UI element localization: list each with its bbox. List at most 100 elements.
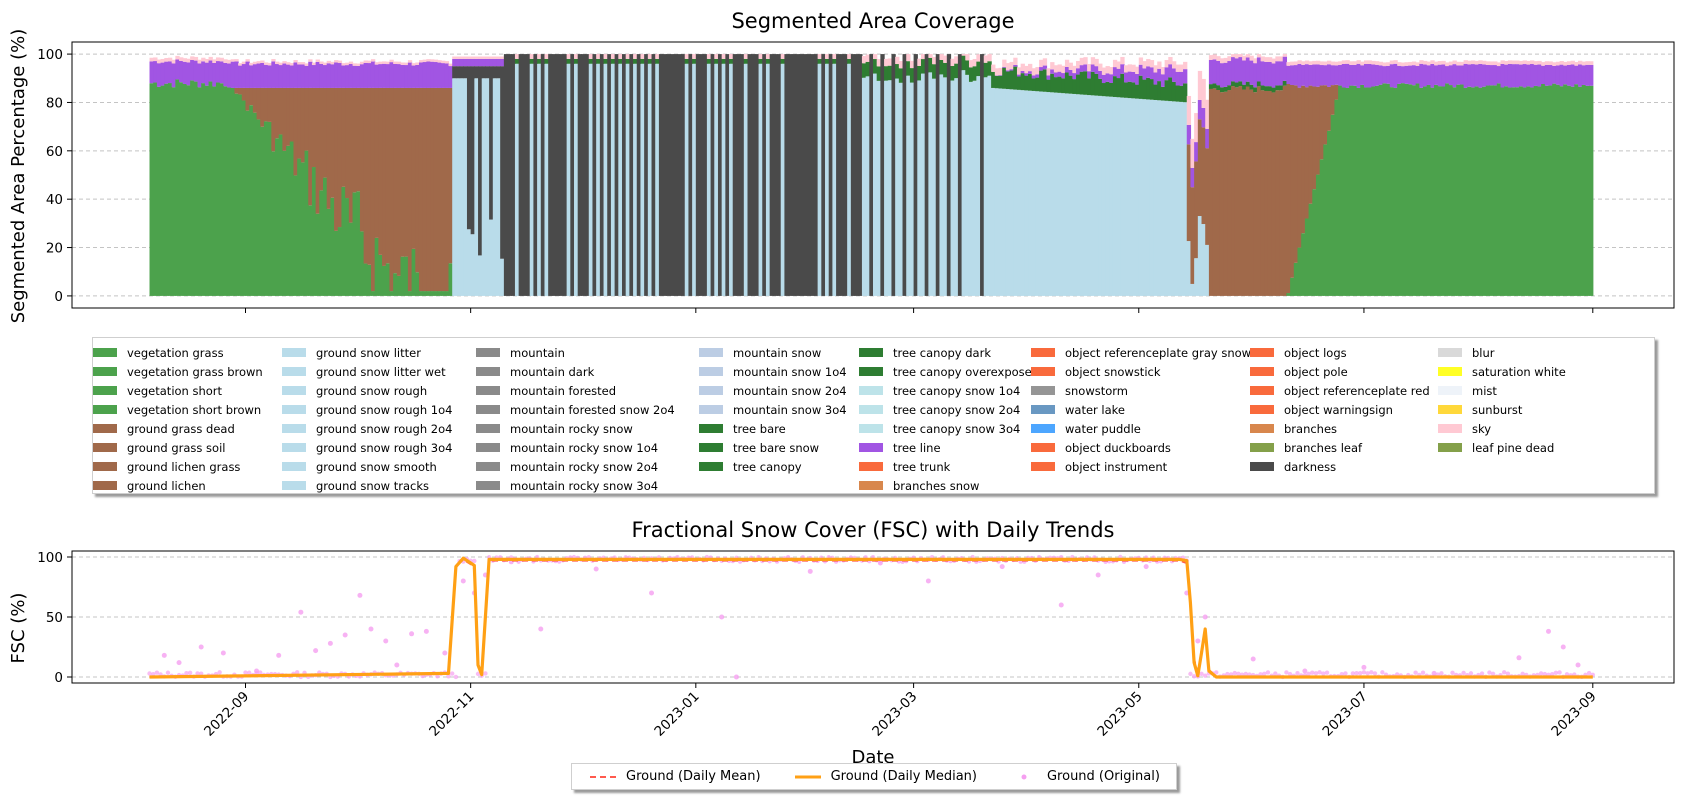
chart1-area-segment <box>1149 67 1155 80</box>
chart2-legend-symbol <box>1021 774 1027 779</box>
chart1-area-segment <box>636 54 642 296</box>
chart1-area-segment <box>588 54 594 59</box>
fsc-original-point <box>176 660 182 666</box>
chart1-area-segment <box>1064 93 1070 296</box>
chart1-area-segment <box>348 61 354 65</box>
chart1-area-segment <box>393 61 398 64</box>
chart1-area-segment <box>1552 65 1557 84</box>
chart1-area-segment <box>219 83 224 296</box>
chart1-area-segment <box>345 62 350 66</box>
chart1-area-segment <box>1356 87 1361 296</box>
fsc-original-point <box>298 609 304 615</box>
chart1-area-segment <box>367 264 372 296</box>
chart1-area-segment <box>1068 69 1073 76</box>
chart1-area-segment <box>813 54 819 296</box>
chart1-area-segment <box>1323 144 1328 296</box>
chart1-area-segment <box>164 83 169 296</box>
chart1-area-segment <box>1404 83 1409 296</box>
chart1-area-segment <box>256 119 261 296</box>
chart1-area-segment <box>444 63 450 88</box>
chart1-area-segment <box>1319 85 1324 160</box>
chart1-area-segment <box>308 87 313 206</box>
chart1-area-segment <box>1327 60 1332 65</box>
chart1-area-segment <box>496 58 501 67</box>
chart1-area-segment <box>1064 59 1070 67</box>
chart1-area-segment <box>537 54 542 59</box>
chart1-area-segment <box>1149 79 1155 100</box>
fsc-original-point <box>1310 670 1315 675</box>
chart2-legend-label: Ground (Daily Median) <box>830 769 977 784</box>
chart1-area-segment <box>1072 73 1077 80</box>
chart1-legend: vegetation grass vegetation grass brown ve… <box>92 337 1655 494</box>
chart1-area-segment <box>230 59 236 62</box>
chart1-area-segment <box>1083 57 1088 65</box>
fsc-original-point <box>294 670 300 675</box>
legend-item: tree bare <box>699 419 847 438</box>
chart1-area-segment <box>843 54 848 296</box>
chart1-area-segment <box>1367 63 1372 88</box>
chart1-area-segment <box>1094 95 1099 296</box>
legend-item: mountain snow <box>699 343 847 362</box>
chart1-area-segment <box>1076 61 1081 69</box>
chart1-area-segment <box>1323 65 1328 86</box>
chart1-area-segment <box>898 61 904 69</box>
legend-label: ground snow litter <box>316 345 421 360</box>
chart1-area-segment <box>396 275 402 296</box>
chart1-area-segment <box>1201 127 1206 225</box>
legend-label: tree canopy overexposed <box>893 364 1040 379</box>
chart1-area-segment <box>913 54 918 296</box>
chart1-area-segment <box>1496 62 1502 67</box>
chart1-area-segment <box>249 62 254 66</box>
chart1-area-segment <box>577 54 582 296</box>
fsc-original-point <box>719 614 725 620</box>
chart1-area-segment <box>153 61 158 83</box>
chart1-area-segment <box>847 63 852 296</box>
chart1-area-segment <box>895 56 900 65</box>
chart1-area-segment <box>1256 54 1262 58</box>
chart1-area-segment <box>692 63 697 296</box>
chart1-area-segment <box>943 62 948 78</box>
chart1-area-segment <box>1098 70 1103 79</box>
legend-item: tree canopy <box>699 457 847 476</box>
chart1-area-segment <box>1116 61 1121 69</box>
chart1-area-segment <box>895 64 900 79</box>
chart1-area-segment <box>1459 84 1465 296</box>
legend-item: vegetation short brown <box>93 400 263 419</box>
chart1-area-segment <box>1234 54 1240 59</box>
chart1-area-segment <box>920 73 926 296</box>
chart1-area-segment <box>1293 85 1299 263</box>
chart1-area-segment <box>1530 64 1535 88</box>
chart1-area-segment <box>1227 90 1232 296</box>
legend-label: darkness <box>1284 459 1337 474</box>
chart1-area-segment <box>1279 56 1284 62</box>
legend-item: ground lichen grass <box>93 457 263 476</box>
chart1-area-segment <box>252 61 258 65</box>
chart1-area-segment <box>1120 73 1125 98</box>
chart1-area-segment <box>1234 58 1240 83</box>
chart1-area-segment <box>514 58 520 64</box>
fsc-original-point <box>217 670 222 675</box>
chart1-area-segment <box>928 54 933 58</box>
chart1-area-segment <box>433 87 439 292</box>
chart1-area-segment <box>175 55 180 60</box>
chart1-area-segment <box>1282 85 1288 296</box>
chart1-area-segment <box>1574 65 1579 85</box>
chart1-area-segment <box>1234 82 1240 88</box>
chart1-area-segment <box>363 263 368 296</box>
chart1-area-segment <box>1135 98 1140 296</box>
legend-item: water puddle <box>1031 419 1251 438</box>
legend-item: object referenceplate gray snow <box>1031 343 1251 362</box>
legend-label: snowstorm <box>1065 383 1128 398</box>
chart1-area-segment <box>1330 114 1335 296</box>
chart1-area-segment <box>1016 89 1022 296</box>
chart1-area-segment <box>991 71 996 88</box>
chart1-area-segment <box>1171 61 1177 69</box>
chart1-area-segment <box>389 87 394 292</box>
chart1-area-segment <box>1208 84 1214 89</box>
chart1-area-segment <box>1175 101 1180 296</box>
fsc-original-point <box>161 652 167 658</box>
chart1-area-segment <box>415 87 420 273</box>
chart1-area-segment <box>367 87 372 265</box>
chart1-area-segment <box>1249 55 1254 61</box>
chart1-area-segment <box>1555 65 1561 85</box>
